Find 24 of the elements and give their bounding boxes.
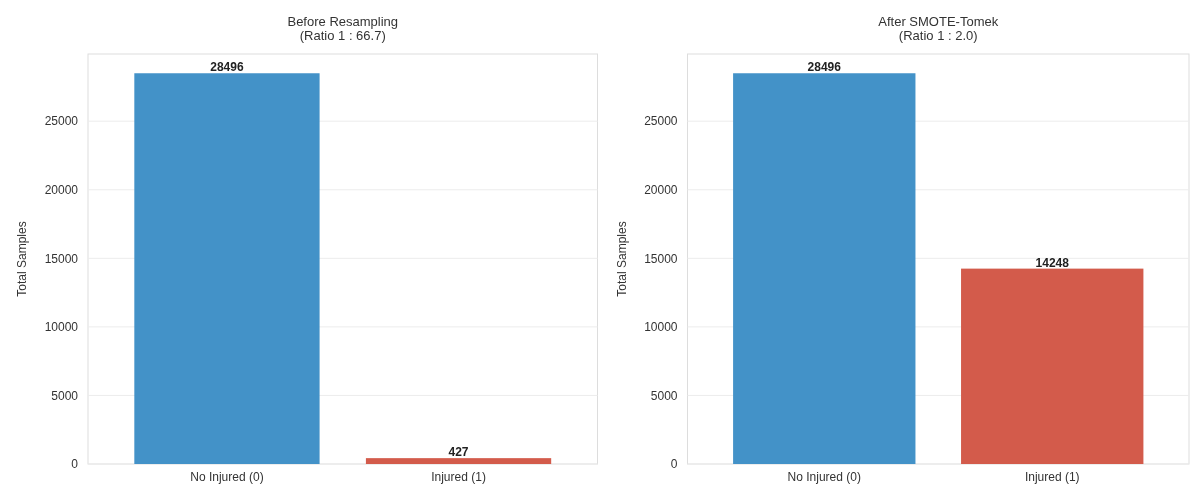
y-tick-label: 15000 xyxy=(44,251,79,266)
x-tick-label: Injured (1) xyxy=(431,470,486,484)
y-tick-label: 10000 xyxy=(644,320,678,335)
data-label: 28496 xyxy=(210,60,244,75)
y-tick-label: 0 xyxy=(71,457,79,472)
data-label: 28496 xyxy=(807,60,842,75)
y-tick-label: 5000 xyxy=(650,388,678,403)
x-tick-label: No Injured (0) xyxy=(787,470,861,484)
y-tick-label: 15000 xyxy=(644,251,678,266)
x-tick-label: Injured (1) xyxy=(1024,470,1080,484)
y-axis-title: Total Samples xyxy=(614,221,629,297)
y-axis-title: Total Samples xyxy=(15,221,29,297)
data-label: 14248 xyxy=(1035,255,1070,270)
chart-title: Before Resampling (Ratio 1 : 66.7) xyxy=(287,14,399,43)
y-tick-label: 20000 xyxy=(644,182,678,197)
y-tick-label: 20000 xyxy=(44,182,79,197)
y-tick-label: 5000 xyxy=(51,388,79,403)
y-tick-label: 10000 xyxy=(44,320,79,335)
data-label: 427 xyxy=(448,445,469,460)
x-tick-label: No Injured (0) xyxy=(190,470,264,484)
chart-title: After SMOTE-Tomek (Ratio 1 : 2.0) xyxy=(878,14,999,43)
y-tick-label: 25000 xyxy=(644,114,678,129)
y-tick-label: 0 xyxy=(670,457,678,472)
y-tick-label: 25000 xyxy=(44,114,79,129)
